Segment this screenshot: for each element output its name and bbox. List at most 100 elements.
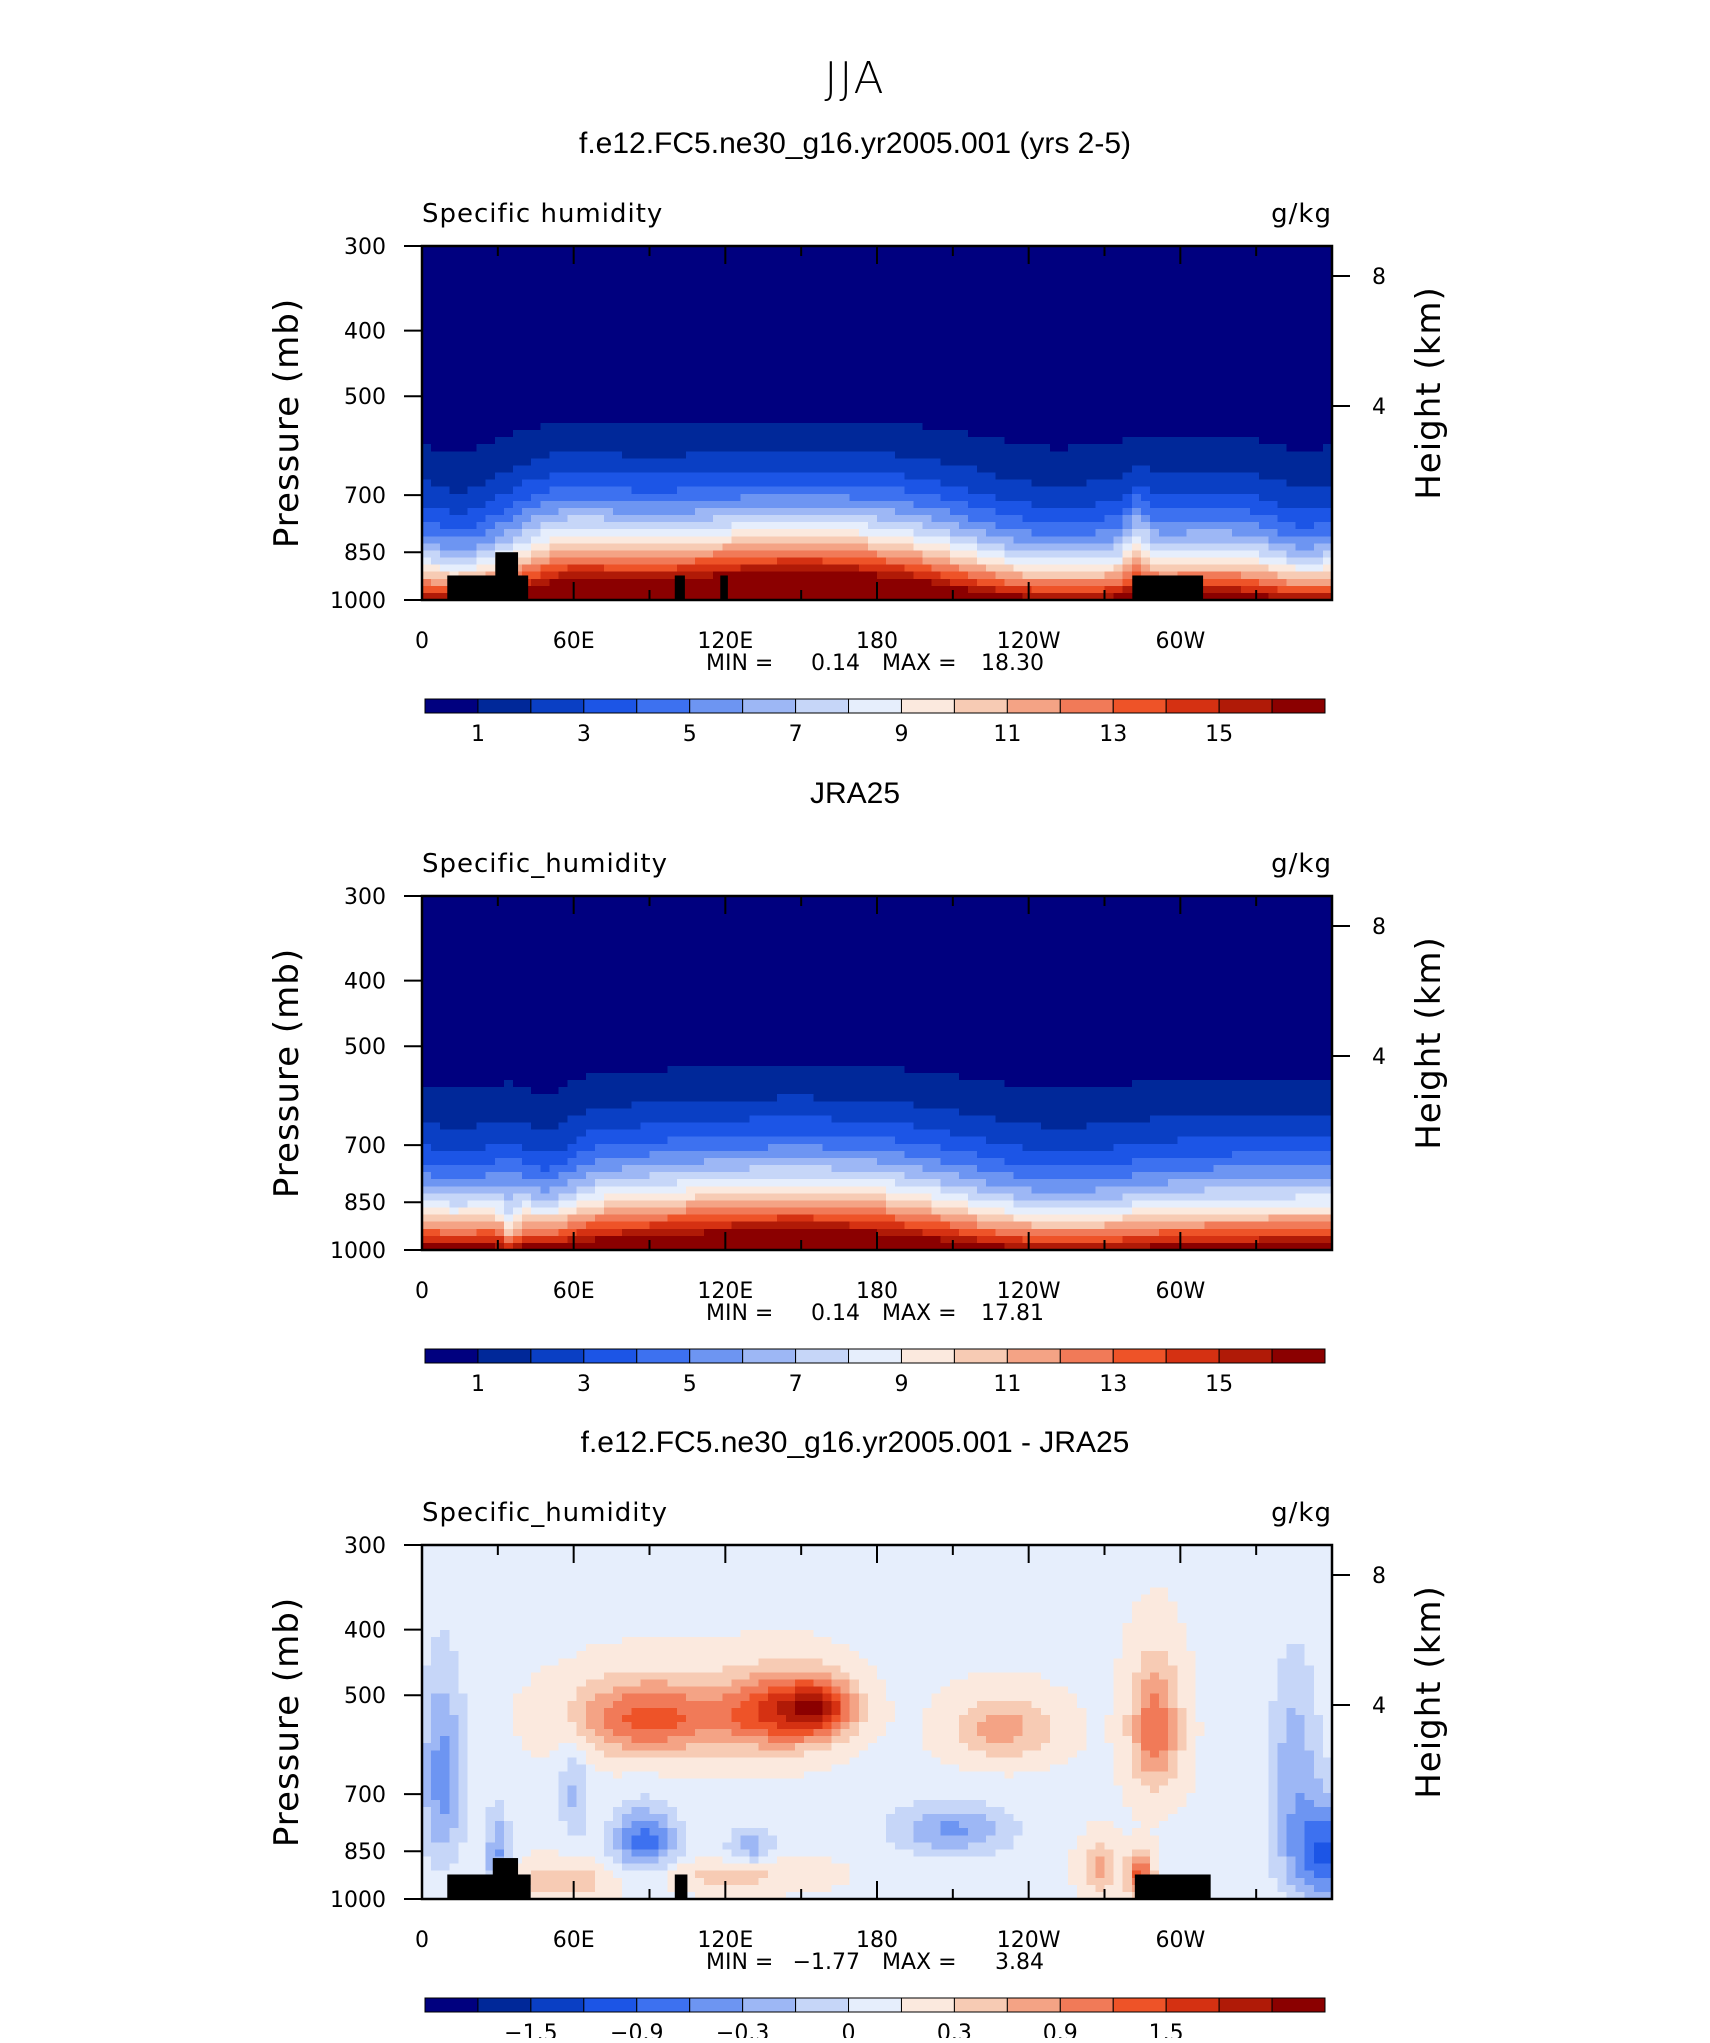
field-cell: [1295, 437, 1306, 445]
field-cell: [1077, 345, 1087, 353]
field-cell: [740, 522, 751, 530]
field-cell: [531, 536, 541, 544]
field-cell: [740, 274, 751, 282]
field-cell: [485, 295, 496, 304]
field-cell: [622, 479, 632, 488]
field-cell: [513, 323, 523, 332]
field-cell: [1286, 288, 1297, 297]
field-cell: [1113, 415, 1124, 424]
field-cell: [531, 423, 541, 431]
field-cell: [804, 309, 814, 318]
field-cell: [1049, 515, 1060, 523]
field-cell: [658, 430, 669, 438]
field-cell: [986, 479, 996, 488]
field-cell: [1295, 387, 1306, 396]
field-cell: [1204, 585, 1215, 594]
field-cell: [731, 366, 742, 375]
field-cell: [585, 246, 596, 254]
field-cell: [513, 288, 523, 297]
field-cell: [1322, 479, 1333, 488]
field-cell: [476, 437, 487, 445]
field-cell: [1077, 288, 1087, 297]
field-cell: [513, 507, 523, 516]
field-cell: [1159, 387, 1169, 396]
field-cell: [1222, 323, 1233, 332]
field-cell: [1150, 394, 1160, 403]
field-cell: [640, 472, 651, 481]
field-cell: [1186, 338, 1197, 346]
field-cell: [904, 578, 914, 587]
field-cell: [476, 472, 487, 481]
field-cell: [1313, 578, 1324, 587]
field-cell: [968, 288, 978, 297]
field-cell: [558, 536, 569, 544]
field-cell: [931, 515, 942, 523]
field-cell: [613, 415, 623, 424]
field-cell: [549, 274, 560, 282]
field-cell: [594, 401, 605, 410]
field-cell: [567, 253, 578, 261]
field-cell: [549, 380, 560, 389]
field-cell: [904, 451, 914, 459]
field-cell: [704, 458, 714, 467]
field-cell: [958, 345, 969, 353]
field-cell: [458, 430, 469, 438]
field-cell: [1031, 352, 1042, 360]
field-cell: [567, 437, 578, 445]
field-cell: [758, 330, 769, 339]
field-cell: [1022, 246, 1033, 254]
field-cell: [713, 522, 723, 530]
field-cell: [585, 316, 596, 325]
field-cell: [1104, 522, 1115, 530]
field-cell: [1013, 472, 1024, 481]
field-cell: [849, 415, 860, 424]
field-cell: [540, 281, 550, 290]
field-cell: [1059, 437, 1069, 445]
field-cell: [458, 316, 469, 325]
field-cell: [877, 302, 887, 311]
field-cell: [1204, 253, 1215, 261]
field-cell: [1031, 267, 1042, 275]
field-cell: [1295, 451, 1306, 459]
field-cell: [1013, 359, 1024, 367]
field-cell: [1322, 493, 1333, 502]
field-cell: [558, 387, 569, 396]
field-cell: [1286, 536, 1297, 544]
field-cell: [704, 486, 714, 495]
field-cell: [731, 465, 742, 474]
field-cell: [667, 437, 678, 445]
field-cell: [422, 394, 432, 403]
field-cell: [913, 260, 924, 268]
field-cell: [1022, 437, 1033, 445]
field-cell: [567, 338, 578, 346]
field-cell: [822, 585, 833, 594]
field-cell: [658, 260, 669, 268]
field-cell: [1049, 246, 1060, 254]
field-cell: [485, 401, 496, 410]
field-cell: [1086, 479, 1096, 488]
field-cell: [531, 458, 541, 467]
field-cell: [1286, 557, 1297, 566]
field-cell: [613, 408, 623, 417]
field-cell: [749, 585, 760, 594]
field-cell: [995, 522, 1005, 530]
field-cell: [658, 564, 669, 573]
field-cell: [1322, 550, 1333, 559]
field-cell: [1250, 515, 1260, 523]
field-cell: [786, 515, 796, 523]
field-cell: [485, 288, 496, 297]
field-cell: [1313, 451, 1324, 459]
field-cell: [1168, 465, 1178, 474]
field-cell: [622, 486, 632, 495]
field-cell: [867, 338, 878, 346]
field-cell: [576, 550, 587, 559]
field-cell: [1122, 451, 1133, 459]
field-cell: [485, 458, 496, 467]
field-cell: [1004, 564, 1015, 573]
field-cell: [840, 451, 851, 459]
field-cell: [858, 366, 869, 375]
field-cell: [1059, 444, 1069, 452]
field-cell: [822, 253, 833, 261]
field-cell: [1049, 571, 1060, 580]
field-cell: [904, 387, 914, 396]
